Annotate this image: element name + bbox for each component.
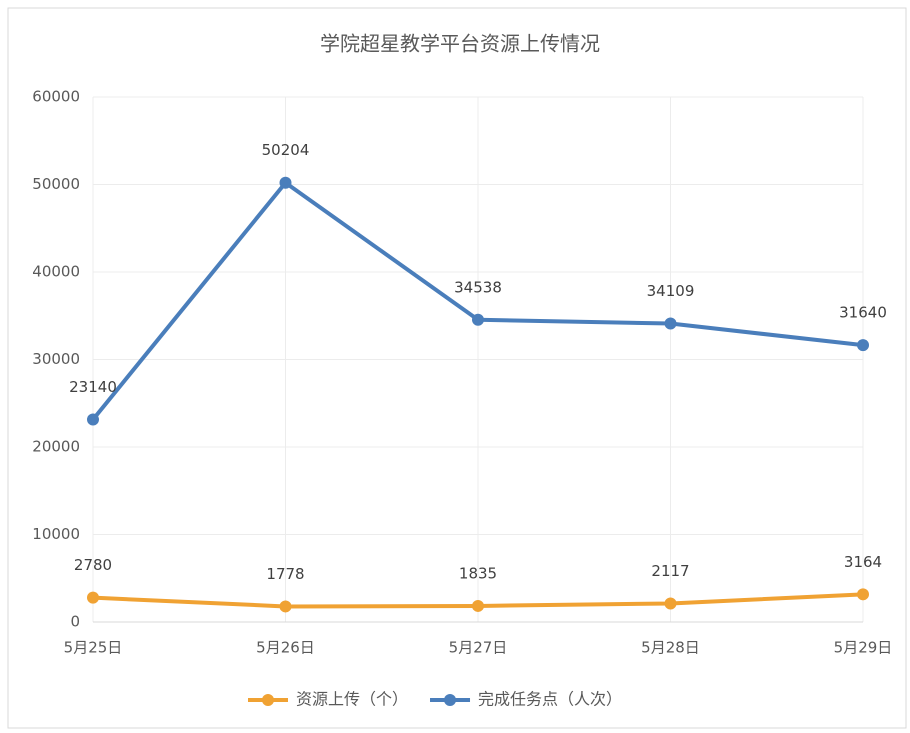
data-label: 31640 <box>839 304 887 322</box>
data-label: 23140 <box>69 378 117 396</box>
x-tick-label: 5月27日 <box>449 639 508 657</box>
data-label: 2780 <box>74 556 112 574</box>
data-label: 2117 <box>651 562 689 580</box>
chart-frame <box>7 7 907 729</box>
marker <box>472 599 484 612</box>
legend-label: 完成任务点（人次） <box>478 690 622 709</box>
x-tick-label: 5月26日 <box>256 639 315 657</box>
marker <box>857 339 869 352</box>
legend-label: 资源上传（个） <box>296 690 408 709</box>
data-label: 1778 <box>266 565 304 583</box>
x-tick-label: 5月29日 <box>834 639 893 657</box>
marker <box>664 597 677 610</box>
legend-marker <box>262 694 274 706</box>
data-label: 34109 <box>647 282 695 300</box>
marker <box>279 600 292 613</box>
y-tick-label: 50000 <box>32 175 80 193</box>
y-tick-label: 60000 <box>32 88 80 106</box>
data-label: 50204 <box>262 141 310 159</box>
data-label: 34538 <box>454 278 502 296</box>
chart-title: 学院超星教学平台资源上传情况 <box>320 32 600 56</box>
marker <box>87 591 99 604</box>
marker <box>87 413 99 426</box>
data-label: 3164 <box>844 553 882 571</box>
y-tick-label: 40000 <box>32 263 80 281</box>
legend-marker <box>444 694 457 706</box>
y-tick-label: 20000 <box>32 438 80 456</box>
y-tick-label: 0 <box>70 613 80 631</box>
y-tick-label: 30000 <box>32 350 80 368</box>
y-tick-label: 10000 <box>32 525 80 543</box>
x-tick-label: 5月28日 <box>641 639 700 657</box>
marker <box>857 588 869 601</box>
x-tick-label: 5月25日 <box>64 639 123 657</box>
marker <box>664 317 677 330</box>
marker <box>472 313 484 326</box>
marker <box>279 176 292 189</box>
data-label: 1835 <box>459 564 497 582</box>
